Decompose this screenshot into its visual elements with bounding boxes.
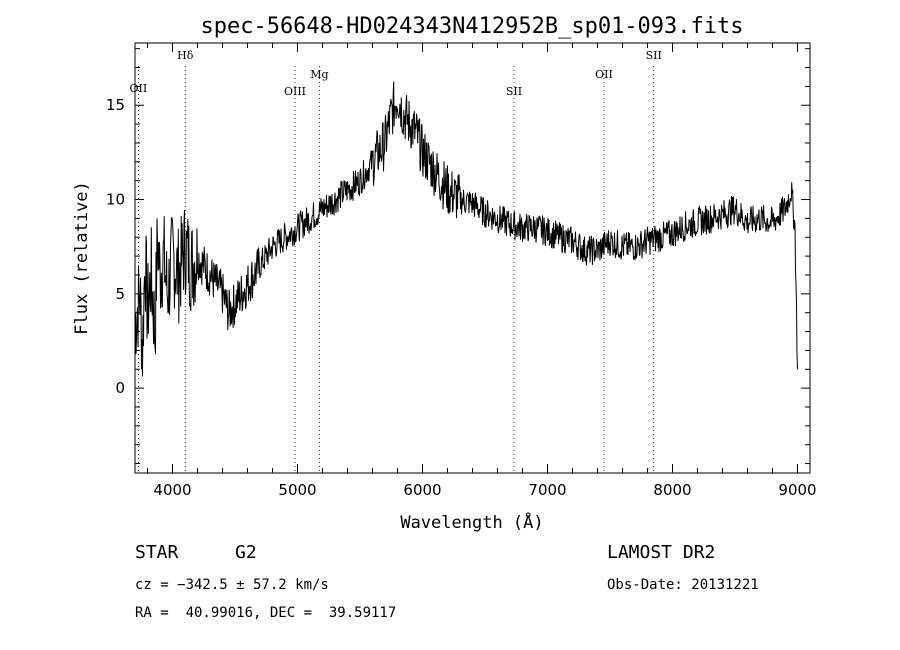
coordinates: RA = 40.99016, DEC = 39.59117 — [135, 605, 397, 621]
y-tick-label: 10 — [106, 191, 125, 209]
spectrum-series — [134, 81, 798, 377]
x-tick-label: 9000 — [778, 481, 816, 499]
observation-date: Obs-Date: 20131221 — [607, 577, 759, 593]
y-tick-label: 15 — [106, 96, 125, 114]
object-class: STAR — [135, 542, 179, 563]
spectral-line-label: OII — [595, 68, 613, 81]
x-tick-label: 6000 — [403, 481, 441, 499]
chart-title: spec-56648-HD024343N412952B_sp01-093.fit… — [200, 14, 743, 39]
x-tick-label: 4000 — [153, 481, 191, 499]
spectral-line-label: OII — [130, 82, 148, 95]
x-tick-label: 5000 — [278, 481, 316, 499]
spectrum-line — [134, 81, 798, 377]
spectral-line-markers: OII Hδ OIII Mg SII OII SII — [130, 49, 662, 473]
spectral-line-label: Hδ — [177, 49, 194, 62]
x-axis-label: Wavelength (Å) — [400, 511, 543, 533]
spectral-line-label: Mg — [310, 68, 328, 81]
y-tick-label: 5 — [115, 285, 125, 303]
survey-name: LAMOST DR2 — [607, 542, 716, 563]
x-tick-label: 8000 — [653, 481, 691, 499]
axis-ticks: 4000 5000 6000 7000 8000 9000 0 5 10 15 — [106, 43, 817, 499]
spectral-line-label: OIII — [284, 85, 306, 98]
y-tick-label: 0 — [115, 379, 125, 397]
x-tick-label: 7000 — [528, 481, 566, 499]
y-axis-label: Flux (relative) — [72, 181, 92, 335]
plot-frame — [134, 42, 811, 474]
object-subclass: G2 — [235, 542, 257, 563]
redshift-value: cz = −342.5 ± 57.2 km/s — [135, 577, 329, 593]
spectral-line-label: SII — [646, 49, 662, 62]
spectral-line-label: SII — [506, 85, 522, 98]
